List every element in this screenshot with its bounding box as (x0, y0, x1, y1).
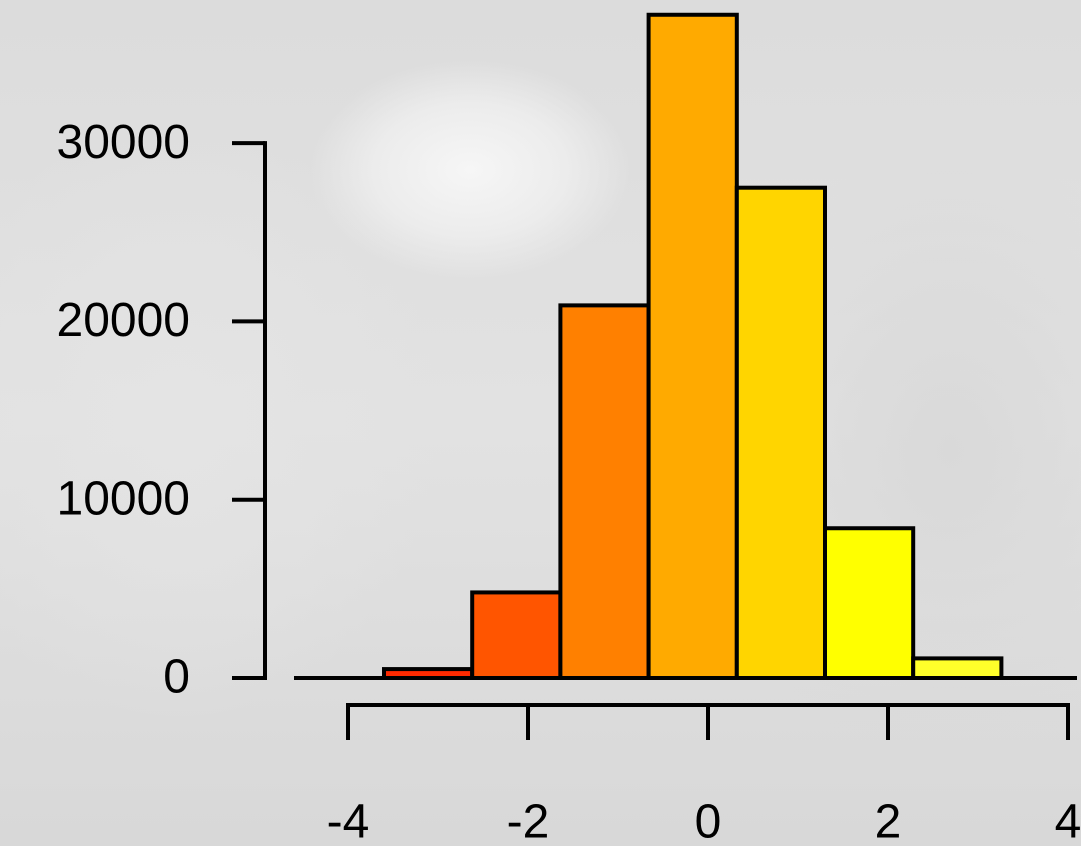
y-tick-label: 10000 (57, 472, 190, 525)
y-tick-label: 20000 (57, 294, 190, 347)
x-tick-label: 0 (695, 796, 722, 846)
page: {"chart_data": {"type": "histogram", "bi… (0, 0, 1081, 846)
bar (472, 592, 560, 678)
bar (913, 658, 1001, 678)
bar (737, 188, 825, 678)
chart: 0 10000 20000 30000 -4 -2 0 2 4 (0, 0, 1081, 846)
x-tick-label: -2 (507, 796, 550, 846)
x-tick-label: 2 (875, 796, 902, 846)
bar (825, 528, 913, 678)
bar (649, 15, 737, 678)
x-tick-label: -4 (327, 796, 370, 846)
x-tick-label: 4 (1055, 796, 1081, 846)
y-tick-label: 30000 (57, 116, 190, 169)
bar (560, 305, 648, 678)
y-tick-label: 0 (163, 651, 190, 704)
bar (384, 669, 472, 678)
